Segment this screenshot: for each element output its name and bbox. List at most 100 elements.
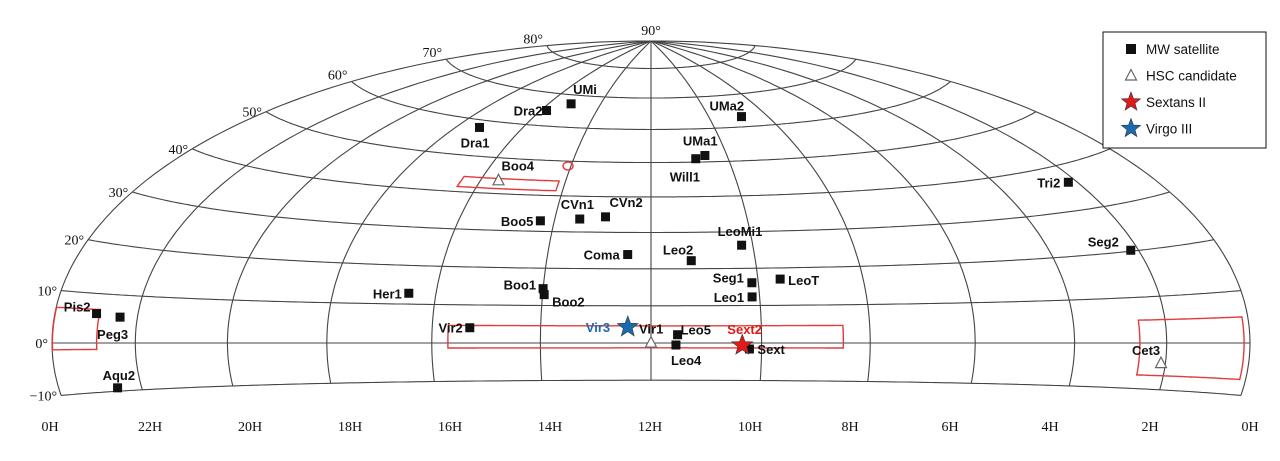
dec-tick-label: 10° [38,285,58,300]
satellite-marker [744,344,754,354]
point-label: Vir1 [639,322,663,337]
point-label: Leo5 [681,323,711,338]
meridian-line [539,40,652,381]
candidate-marker [492,173,505,186]
legend-label: Virgo III [1146,122,1192,137]
legend-square-icon [1126,44,1136,54]
meridian-line [326,40,652,384]
meridian-line [134,40,652,390]
footprint-region [455,175,561,192]
point-label: Dra1 [461,135,490,150]
meridian-line [650,40,1076,387]
ra-tick-label: 8H [841,420,858,435]
point-label: Her1 [373,286,402,301]
satellite-marker [465,323,475,333]
dec-tick-label: 90° [641,24,661,39]
legend-label: HSC candidate [1146,69,1237,84]
legend-star-icon [1120,91,1142,111]
point-label: Leo1 [714,290,744,305]
point-label: LeoT [788,273,819,288]
ra-tick-label: 20H [238,420,262,435]
ra-tick-label: 2H [1141,420,1158,435]
ra-tick-label: 14H [538,420,562,435]
series-group: Boo4 Vir1 Cet3 [492,158,1168,369]
legend-star-icon [1120,117,1142,138]
point-label: Peg3 [97,327,128,342]
hsc-footprints [51,161,1245,381]
point-label: Will1 [670,170,700,185]
point-label: Coma [584,248,621,263]
satellite-marker [475,122,485,132]
meridian-line [650,40,1168,390]
satellite-marker [747,292,757,302]
dec-tick-label: 20° [65,234,85,249]
satellite-marker [1126,245,1136,255]
meridian-line [226,40,652,387]
satellite-marker [736,112,746,122]
satellite-marker [1063,177,1073,187]
meridian-line [431,40,652,382]
satellite-marker [673,330,683,340]
dec-tick-label: 60° [328,68,348,83]
point-label: Leo2 [663,243,693,258]
ra-tick-label: 18H [338,420,362,435]
footprint-region [562,161,574,171]
ra-tick-label: 12H [638,420,662,435]
point-label: CVn1 [561,197,594,212]
satellite-marker [404,288,414,298]
dec-tick-label: 80° [523,33,543,48]
legend-triangle-icon [1124,68,1138,81]
satellite-marker [700,150,710,160]
point-label: Vir3 [586,320,610,335]
legend-label: MW satellite [1146,42,1220,57]
satellite-marker [92,309,102,319]
point-label: Boo5 [501,214,534,229]
point-label: Dra2 [514,104,543,119]
dec-tick-label: −10° [30,389,58,404]
point-label: Boo2 [552,295,585,310]
candidate-marker [644,335,658,348]
point-label: UMa2 [709,99,744,114]
point-label: Leo4 [671,353,702,368]
series-group: Sext2 [727,322,762,355]
satellite-marker [542,106,552,116]
data-points: UMi Dra2 Dra1 UMa2 UMa1 Will1 Tri2 CVn1 CVn2 Boo5… [64,82,1168,393]
ra-tick-label: 4H [1041,420,1058,435]
point-label: CVn2 [610,195,643,210]
point-label: Seg1 [713,271,744,286]
ra-tick-label: 0H [41,420,58,435]
ra-tick-label: 10H [738,420,762,435]
satellite-marker [113,383,123,393]
satellite-marker [747,278,757,288]
satellite-marker [623,250,633,260]
series-group: Vir3 [586,315,640,337]
footprint-region [1135,316,1245,381]
dec-tick-label: 70° [423,46,443,61]
point-label: UMi [573,82,597,97]
satellite-marker [691,154,701,164]
satellite-marker [575,214,585,224]
satellite-marker [115,312,125,322]
satellite-marker [601,212,611,222]
satellite-marker [775,274,785,284]
meridian-line [651,40,1251,396]
point-label: Seg2 [1088,234,1119,249]
satellite-marker [566,99,576,109]
point-label: UMa1 [683,133,718,148]
point-label: Sext [757,342,785,357]
parallel-line [61,379,1241,396]
point-label: Boo1 [504,278,537,293]
dec-tick-label: 40° [169,143,189,158]
satellite-marker [538,284,548,294]
coordinate-grid [51,40,1251,396]
point-label: Aqu2 [103,368,136,383]
point-label: Tri2 [1037,175,1060,190]
ra-tick-label: 6H [941,420,958,435]
point-label: Cet3 [1132,343,1160,358]
sextans-ii-star [730,333,754,355]
point-label: LeoMi1 [718,224,763,239]
footprint-region [447,324,845,349]
footprint-region [51,306,102,351]
candidate-marker [1154,355,1168,369]
